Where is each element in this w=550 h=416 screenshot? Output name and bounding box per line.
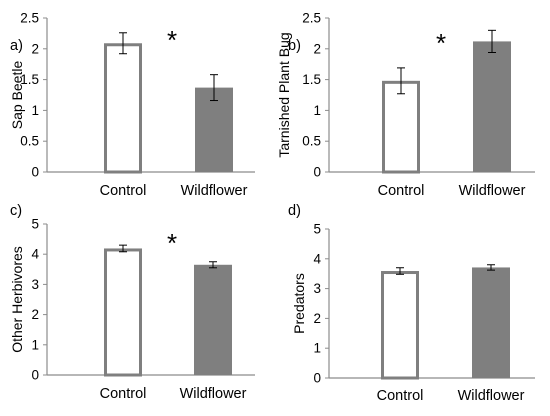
y-tick-label: 2: [31, 41, 39, 56]
y-tick-label: 0.5: [20, 134, 39, 149]
y-axis-label: Sap Beetle: [9, 61, 25, 130]
category-label: Control: [377, 388, 424, 404]
y-tick-label: 1: [31, 103, 39, 118]
bar-control: [104, 248, 142, 377]
category-label: Wildflower: [180, 386, 247, 402]
category-label: Wildflower: [458, 388, 525, 404]
y-tick-label: 1.5: [20, 72, 39, 87]
y-tick-label: 0: [313, 165, 321, 180]
y-tick-label: 2: [31, 307, 39, 322]
y-tick-label: 3: [313, 281, 321, 296]
y-tick-label: 2: [313, 41, 321, 56]
y-tick-label: 1: [313, 341, 321, 356]
bar-control: [104, 43, 142, 174]
bar-control: [382, 80, 420, 174]
y-tick-label: 0.5: [302, 134, 321, 149]
y-axis-label: Tarnished Plant Bug: [276, 32, 292, 157]
panel-label: c): [10, 203, 22, 219]
bar-control: [381, 271, 419, 380]
y-axis-label: Predators: [291, 273, 307, 334]
y-tick-label: 0: [31, 368, 39, 383]
category-label: Control: [100, 386, 147, 402]
y-tick-label: 4: [31, 247, 39, 262]
significance-marker: *: [167, 25, 177, 55]
significance-marker: *: [167, 228, 177, 258]
y-tick-label: 5: [31, 217, 39, 232]
y-tick-label: 5: [313, 222, 321, 237]
y-tick-label: 4: [313, 251, 321, 266]
bar-wildflower: [472, 267, 510, 378]
y-tick-label: 2.5: [302, 11, 321, 26]
y-tick-label: 0: [313, 371, 321, 386]
bar-wildflower: [473, 41, 511, 172]
bar-wildflower: [194, 264, 232, 375]
significance-marker: *: [436, 28, 446, 58]
y-tick-label: 0: [31, 165, 39, 180]
y-axis-label: Other Herbivores: [9, 246, 25, 353]
y-tick-label: 1: [31, 337, 39, 352]
y-tick-label: 1: [313, 103, 321, 118]
y-tick-label: 1.5: [302, 72, 321, 87]
panel-label: b): [288, 38, 301, 54]
category-label: Wildflower: [181, 183, 248, 199]
y-tick-label: 3: [31, 277, 39, 292]
y-tick-label: 2: [313, 311, 321, 326]
category-label: Wildflower: [459, 183, 526, 199]
panel-label: a): [10, 38, 23, 54]
bar-wildflower: [195, 87, 233, 172]
category-label: Control: [100, 183, 147, 199]
y-tick-label: 2.5: [20, 11, 39, 26]
category-label: Control: [378, 183, 425, 199]
panel-label: d): [288, 203, 301, 219]
